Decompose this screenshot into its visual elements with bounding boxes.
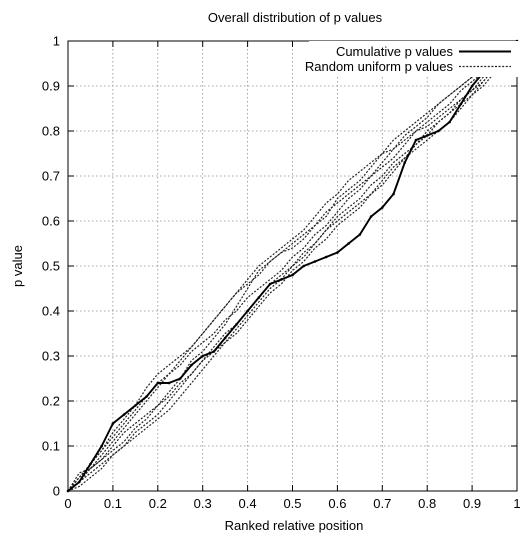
legend-background — [309, 41, 519, 77]
series-point-cumulative — [459, 102, 463, 106]
x-tick-label: 1 — [513, 496, 520, 511]
x-tick-label: 0.1 — [104, 496, 122, 511]
y-axis-title: p value — [10, 245, 25, 287]
legend: Cumulative p values Random uniform p val… — [305, 41, 519, 77]
x-tick-label: 0.7 — [373, 496, 391, 511]
series-point-cumulative — [246, 309, 249, 313]
series-line-random-7 — [67, 40, 518, 492]
axis-ticks: 0 0.1 0.2 0.3 0.4 0.5 0.6 0.7 0.8 0.9 1 0 0.1 0.2 0.3 0… — [42, 34, 521, 512]
series-point-cumulative — [302, 264, 306, 268]
series-point-cumulative — [470, 84, 474, 88]
series-point-cumulative — [178, 377, 182, 380]
series-point-cumulative — [324, 255, 328, 259]
x-tick-label: 0 — [64, 496, 71, 511]
series-line-random-3 — [67, 40, 518, 492]
series-line-random-2 — [67, 40, 518, 492]
x-tick-label: 0.2 — [149, 496, 167, 511]
series-point-cumulative — [134, 404, 137, 407]
series-point-cumulative — [279, 278, 283, 281]
series-point-cumulative — [437, 129, 440, 133]
series-point-cumulative — [212, 350, 216, 353]
y-tick-label: 0.8 — [42, 124, 60, 139]
series-point-cumulative — [347, 242, 350, 245]
series-point-cumulative — [77, 480, 81, 484]
series-point-cumulative — [414, 138, 418, 142]
y-tick-label: 0.5 — [42, 259, 60, 274]
x-tick-label: 0.9 — [463, 496, 481, 511]
y-tick-label: 0 — [53, 484, 60, 499]
series-point-cumulative — [392, 192, 395, 196]
x-tick-label: 0.4 — [239, 496, 257, 511]
x-tick-label: 0.5 — [283, 496, 301, 511]
x-axis-title: Ranked relative position — [225, 518, 364, 533]
series-point-cumulative — [190, 363, 193, 367]
y-tick-label: 0.9 — [42, 79, 60, 94]
series-point-cumulative — [358, 233, 362, 236]
series-point-cumulative — [122, 413, 126, 416]
series-line-random-1 — [67, 40, 518, 492]
y-tick-label: 0.6 — [42, 214, 60, 229]
y-tick-label: 0.7 — [42, 169, 60, 184]
series-point-cumulative — [167, 381, 171, 385]
y-tick-label: 0.3 — [42, 349, 60, 364]
x-tick-label: 0.3 — [194, 496, 212, 511]
series-point-cumulative — [313, 260, 317, 263]
series-point-cumulative — [235, 323, 238, 326]
y-tick-label: 0.4 — [42, 304, 60, 319]
x-tick-label: 0.8 — [418, 496, 436, 511]
series-point-cumulative — [100, 444, 103, 448]
series-point-cumulative — [268, 282, 272, 286]
y-tick-label: 0.2 — [42, 394, 60, 409]
series-point-cumulative — [223, 336, 227, 340]
series-point-cumulative — [369, 215, 373, 218]
series-point-cumulative — [425, 134, 429, 137]
legend-label-cumulative: Cumulative p values — [336, 44, 454, 59]
series-point-cumulative — [156, 381, 160, 385]
series-point-cumulative — [257, 296, 261, 299]
x-tick-label: 0.6 — [328, 496, 346, 511]
y-tick-label: 0.1 — [42, 439, 60, 454]
series-point-cumulative — [403, 161, 407, 164]
series-point-cumulative — [145, 395, 148, 398]
y-tick-label: 1 — [53, 34, 60, 49]
series-layer — [66, 39, 519, 493]
series-line-random-5 — [67, 40, 518, 492]
chart-title: Overall distribution of p values — [208, 10, 383, 25]
grid-lines — [68, 41, 517, 491]
series-point-cumulative — [201, 354, 204, 358]
series-point-cumulative — [89, 462, 92, 466]
series-point-cumulative — [336, 251, 339, 254]
series-point-cumulative — [381, 206, 384, 209]
series-point-cumulative — [111, 422, 115, 425]
series-point-cumulative — [291, 273, 294, 277]
legend-label-random: Random uniform p values — [305, 59, 454, 74]
series-point-cumulative — [448, 120, 451, 124]
